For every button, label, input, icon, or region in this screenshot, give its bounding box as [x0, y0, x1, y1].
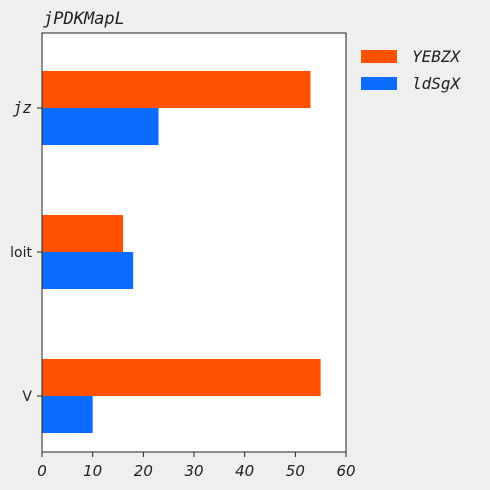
- y-category-label: jz: [13, 98, 32, 117]
- x-axis-ticks: 0 10 20 30 40 50 60: [37, 452, 356, 480]
- x-tick-label: 30: [184, 462, 203, 480]
- x-tick-label: 10: [83, 462, 102, 480]
- x-tick-label: 50: [286, 462, 305, 480]
- x-tick-label: 20: [134, 462, 153, 480]
- y-axis-ticks: jz loit V: [10, 98, 42, 405]
- legend: YEBZX ldSgX: [361, 47, 462, 93]
- bar-YEBZX-V: [42, 359, 321, 396]
- legend-swatch-ldSgX: [361, 77, 397, 90]
- bar-YEBZX-loit: [42, 215, 124, 252]
- bar-ldSgX-jz: [42, 108, 159, 145]
- y-category-label: loit: [10, 245, 32, 261]
- bar-YEBZX-jz: [42, 71, 311, 108]
- bar-ldSgX-V: [42, 396, 93, 433]
- x-tick-label: 0: [37, 462, 47, 480]
- bars-group: [42, 71, 321, 433]
- legend-label: ldSgX: [412, 74, 462, 93]
- x-tick-label: 60: [336, 462, 355, 480]
- x-tick-label: 40: [235, 462, 254, 480]
- legend-label: YEBZX: [412, 47, 462, 66]
- bar-ldSgX-loit: [42, 252, 134, 289]
- legend-swatch-YEBZX: [361, 50, 397, 63]
- y-category-label: V: [22, 389, 32, 405]
- chart-title: jPDKMapL: [43, 9, 125, 29]
